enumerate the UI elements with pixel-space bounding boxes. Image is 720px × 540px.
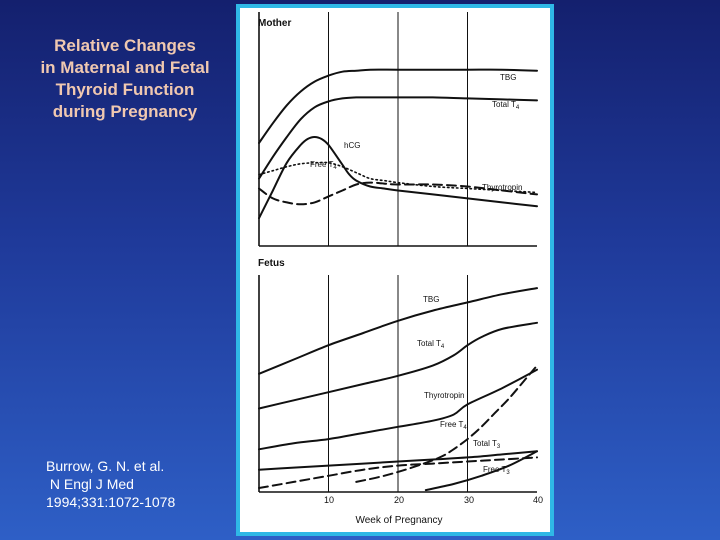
mother-labels: TBG Total T4 hCG Free T4 Thyrotropin [310,73,522,192]
label-fetus-thyrotropin: Thyrotropin [424,391,464,400]
label-mother-free-t4: Free T4 [310,160,337,171]
mother-series-free-t4 [258,161,538,194]
title-line: Relative Changes [54,36,196,55]
mother-panel-title: Mother [258,18,291,29]
slide-title: Relative Changes in Maternal and Fetal T… [20,35,230,123]
fetus-series-total-t3 [258,450,538,471]
label-fetus-free-t3: Free T3 [483,465,510,476]
citation-line: 1994;331:1072-1078 [46,494,176,510]
x-tick-label: 30 [464,495,474,505]
label-mother-thyrotropin: Thyrotropin [482,183,522,192]
mother-series-tbg [258,68,538,144]
citation-line: Burrow, G. N. et al. [46,458,165,474]
label-mother-tbg: TBG [500,73,516,82]
mother-series-total-t4 [258,96,538,180]
fetus-panel-title: Fetus [258,258,285,269]
label-fetus-total-t4: Total T4 [417,339,445,350]
fetus-series-total-t4 [258,321,538,410]
fetus-panel: Fetus TBG Total T4 Thyrotropin Free T4 T… [258,258,543,526]
label-mother-hcg: hCG [344,141,360,150]
x-axis-label: Week of Pregnancy [355,515,442,526]
mother-series-hcg [258,135,538,220]
x-tick-label: 20 [394,495,404,505]
figure-frame [236,4,554,536]
title-line: in Maternal and Fetal [40,58,210,77]
fetus-labels: TBG Total T4 Thyrotropin Free T4 Total T… [417,295,510,476]
citation-line: N Engl J Med [46,476,134,492]
fetus-series-free-t4 [355,364,538,483]
label-fetus-tbg: TBG [423,295,439,304]
fetus-series-thyrotropin [258,368,538,451]
title-line: Thyroid Function [55,80,195,99]
fetus-series-unlabeled-6 [424,450,538,492]
title-line: during Pregnancy [52,102,198,121]
fetus-series-free-t3 [258,456,538,489]
mother-panel: Mother TBG Total T4 hCG Free T4 Thyrotro… [258,12,538,247]
fetus-series-tbg [258,287,538,375]
label-fetus-total-t3: Total T3 [473,439,501,450]
citation: Burrow, G. N. et al. N Engl J Med 1994;3… [46,457,246,511]
x-tick-label: 10 [324,495,334,505]
label-mother-total-t4: Total T4 [492,100,520,111]
mother-series-thyrotropin [258,181,538,206]
label-fetus-free-t4: Free T4 [440,420,467,431]
x-tick-label: 40 [533,495,543,505]
